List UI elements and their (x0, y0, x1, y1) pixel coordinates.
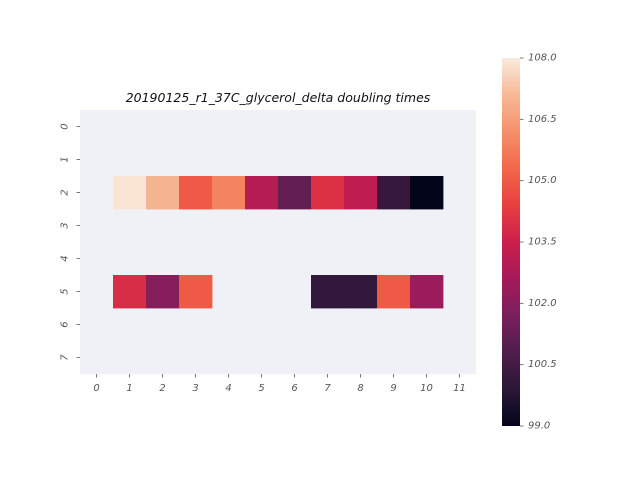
x-tick-label: 5 (258, 383, 264, 394)
y-tick-label: 5 (60, 288, 71, 294)
colorbar-tick-label: 102.0 (528, 298, 557, 309)
y-tick-label: 2 (60, 189, 71, 195)
x-tick-label: 7 (324, 383, 331, 394)
y-tick-label: 0 (60, 123, 71, 129)
heatmap-cell (146, 176, 180, 210)
colorbar-tick-label: 106.5 (528, 114, 557, 125)
colorbar-tick-label: 99.0 (528, 421, 550, 432)
y-tick-label: 3 (60, 222, 71, 228)
y-tick-label: 6 (60, 321, 71, 327)
y-axis-ticks: 0 1 2 3 4 5 6 7 (60, 123, 80, 361)
x-tick-label: 9 (390, 383, 396, 394)
colorbar-ticks: 99.0 100.5 102.0 103.5 105.0 106.5 108.0 (520, 53, 557, 432)
chart-title: 20190125_r1_37C_glycerol_delta doubling … (126, 90, 431, 105)
heatmap-cell (377, 275, 411, 309)
heatmap-cell (245, 176, 279, 210)
x-axis-ticks: 0 1 2 3 4 5 6 7 8 9 10 11 (93, 374, 466, 394)
heatmap-cell (377, 176, 411, 210)
x-tick-label: 0 (93, 383, 99, 394)
heatmap-cell (179, 176, 213, 210)
heatmap-cell (311, 275, 345, 309)
x-tick-label: 6 (291, 383, 297, 394)
colorbar (502, 58, 520, 426)
x-tick-label: 4 (225, 383, 231, 394)
y-tick-label: 7 (60, 354, 71, 361)
heatmap-cell (113, 275, 147, 309)
heatmap-cell (410, 275, 444, 309)
colorbar-tick-label: 108.0 (528, 53, 557, 64)
heatmap-cell (212, 176, 246, 210)
heatmap-background (80, 110, 476, 374)
colorbar-gradient (502, 58, 520, 426)
heatmap-cell (278, 176, 312, 210)
heatmap-cell (410, 176, 444, 210)
heatmap-cell (113, 176, 147, 210)
y-tick-label: 4 (60, 255, 71, 261)
y-tick-label: 1 (60, 156, 71, 162)
colorbar-tick-label: 105.0 (528, 175, 557, 186)
x-tick-label: 10 (420, 383, 433, 394)
heatmap-cell (179, 275, 213, 309)
heatmap-cell (344, 275, 378, 309)
x-tick-label: 3 (192, 383, 198, 394)
heatmap-plot-area (80, 110, 476, 374)
colorbar-tick-label: 100.5 (528, 359, 557, 370)
x-tick-label: 1 (126, 383, 132, 394)
colorbar-tick-label: 103.5 (528, 237, 557, 248)
x-tick-label: 11 (453, 383, 466, 394)
heatmap-cell (344, 176, 378, 210)
x-tick-label: 8 (357, 383, 363, 394)
x-tick-label: 2 (159, 383, 165, 394)
heatmap-cell (311, 176, 345, 210)
heatmap-cell (146, 275, 180, 309)
